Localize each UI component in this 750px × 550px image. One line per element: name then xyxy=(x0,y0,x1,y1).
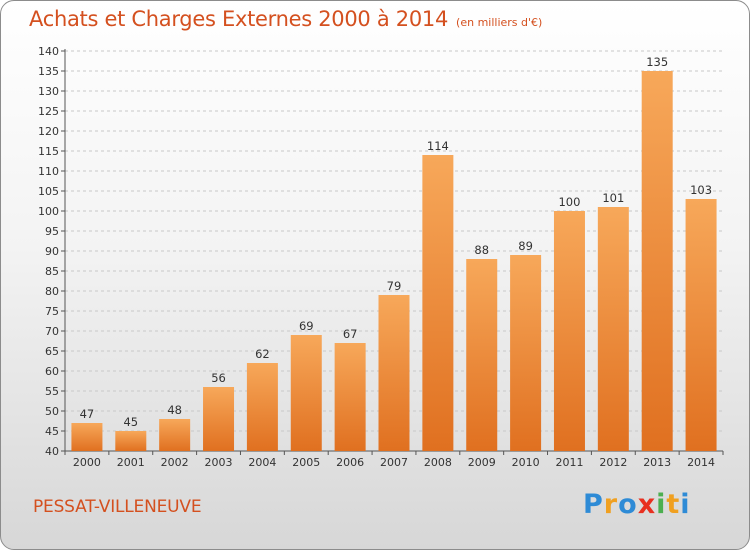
y-tick-label: 125 xyxy=(38,105,59,118)
y-tick-label: 80 xyxy=(45,285,59,298)
value-label-2001: 45 xyxy=(123,415,138,429)
x-tick-label: 2003 xyxy=(205,456,233,469)
x-tick-label: 2010 xyxy=(512,456,540,469)
axes: 40 45 50 55 60 65 70 75 80 85 90 95 100 105 110 115 120 1… xyxy=(38,45,724,458)
y-tick-label: 135 xyxy=(38,65,59,78)
logo-letter: i xyxy=(680,489,691,520)
bars xyxy=(71,71,717,451)
value-label-2005: 69 xyxy=(299,319,314,333)
chart-unit: (en milliers d'€) xyxy=(456,16,543,29)
x-tick-label: 2012 xyxy=(599,456,627,469)
y-tick-label: 55 xyxy=(45,385,59,398)
y-tick-label: 60 xyxy=(45,365,59,378)
value-label-2000: 47 xyxy=(80,407,95,421)
bar-2000 xyxy=(71,423,103,451)
x-tick-label: 2001 xyxy=(117,456,145,469)
x-tick-label: 2014 xyxy=(687,456,715,469)
value-label-2007: 79 xyxy=(387,279,402,293)
bar-2001 xyxy=(115,431,147,451)
value-label-2012: 101 xyxy=(602,191,624,205)
y-tick-label: 90 xyxy=(45,245,59,258)
x-tick-label: 2013 xyxy=(643,456,671,469)
y-tick-label: 100 xyxy=(38,205,59,218)
value-label-2011: 100 xyxy=(558,195,580,209)
bar-2006 xyxy=(334,343,366,451)
chart-title-block: Achats et Charges Externes 2000 à 2014 (e… xyxy=(29,7,542,31)
x-tick-label: 2004 xyxy=(248,456,276,469)
x-tick-label: 2000 xyxy=(73,456,101,469)
y-tick-label: 115 xyxy=(38,145,59,158)
value-label-2010: 89 xyxy=(518,239,533,253)
bar-2013 xyxy=(641,71,673,451)
x-tick-label: 2009 xyxy=(468,456,496,469)
bar-2003 xyxy=(203,387,235,451)
x-tick-label: 2005 xyxy=(292,456,320,469)
x-tick-label: 2002 xyxy=(161,456,189,469)
y-tick-label: 105 xyxy=(38,185,59,198)
x-tick-label: 2011 xyxy=(555,456,583,469)
x-tick-label: 2006 xyxy=(336,456,364,469)
y-tick-label: 95 xyxy=(45,225,59,238)
logo-letter: o xyxy=(618,489,638,520)
y-tick-label: 85 xyxy=(45,265,59,278)
logo-letter: r xyxy=(603,489,619,520)
x-tick-label: 2007 xyxy=(380,456,408,469)
chart-title: Achats et Charges Externes 2000 à 2014 xyxy=(29,7,449,31)
y-tick-label: 140 xyxy=(38,45,59,58)
bar-2010 xyxy=(510,255,542,451)
value-label-2014: 103 xyxy=(690,183,712,197)
y-tick-label: 65 xyxy=(45,345,59,358)
value-label-2013: 135 xyxy=(646,55,668,69)
logo-letter: i xyxy=(656,489,667,520)
bar-2004 xyxy=(246,363,278,451)
bar-2011 xyxy=(553,211,585,451)
y-tick-label: 45 xyxy=(45,425,59,438)
y-tick-label: 75 xyxy=(45,305,59,318)
value-label-2006: 67 xyxy=(343,327,358,341)
value-label-2008: 114 xyxy=(427,139,449,153)
x-tick-label: 2008 xyxy=(424,456,452,469)
labels: 47 2000 45 2001 48 2002 56 2003 62 2004 69 2005 67 20… xyxy=(73,55,715,469)
logo-letter: x xyxy=(637,489,657,520)
value-label-2002: 48 xyxy=(167,403,182,417)
logo-letter: t xyxy=(666,489,681,520)
value-label-2009: 88 xyxy=(474,243,489,257)
proxiti-logo: Proxiti xyxy=(583,489,691,520)
bar-2007 xyxy=(378,295,410,451)
y-tick-label: 130 xyxy=(38,85,59,98)
value-label-2003: 56 xyxy=(211,371,226,385)
bar-2002 xyxy=(159,419,191,451)
bar-2009 xyxy=(466,259,498,451)
bar-2008 xyxy=(422,155,454,451)
y-tick-label: 110 xyxy=(38,165,59,178)
y-tick-label: 70 xyxy=(45,325,59,338)
y-tick-label: 50 xyxy=(45,405,59,418)
bar-2014 xyxy=(685,199,717,451)
bar-2012 xyxy=(597,207,629,451)
commune-name: PESSAT-VILLENEUVE xyxy=(33,497,202,517)
value-label-2004: 62 xyxy=(255,347,270,361)
bar-2005 xyxy=(290,335,322,451)
y-tick-label: 40 xyxy=(45,445,59,458)
y-tick-label: 120 xyxy=(38,125,59,138)
logo-letter: P xyxy=(583,489,604,520)
